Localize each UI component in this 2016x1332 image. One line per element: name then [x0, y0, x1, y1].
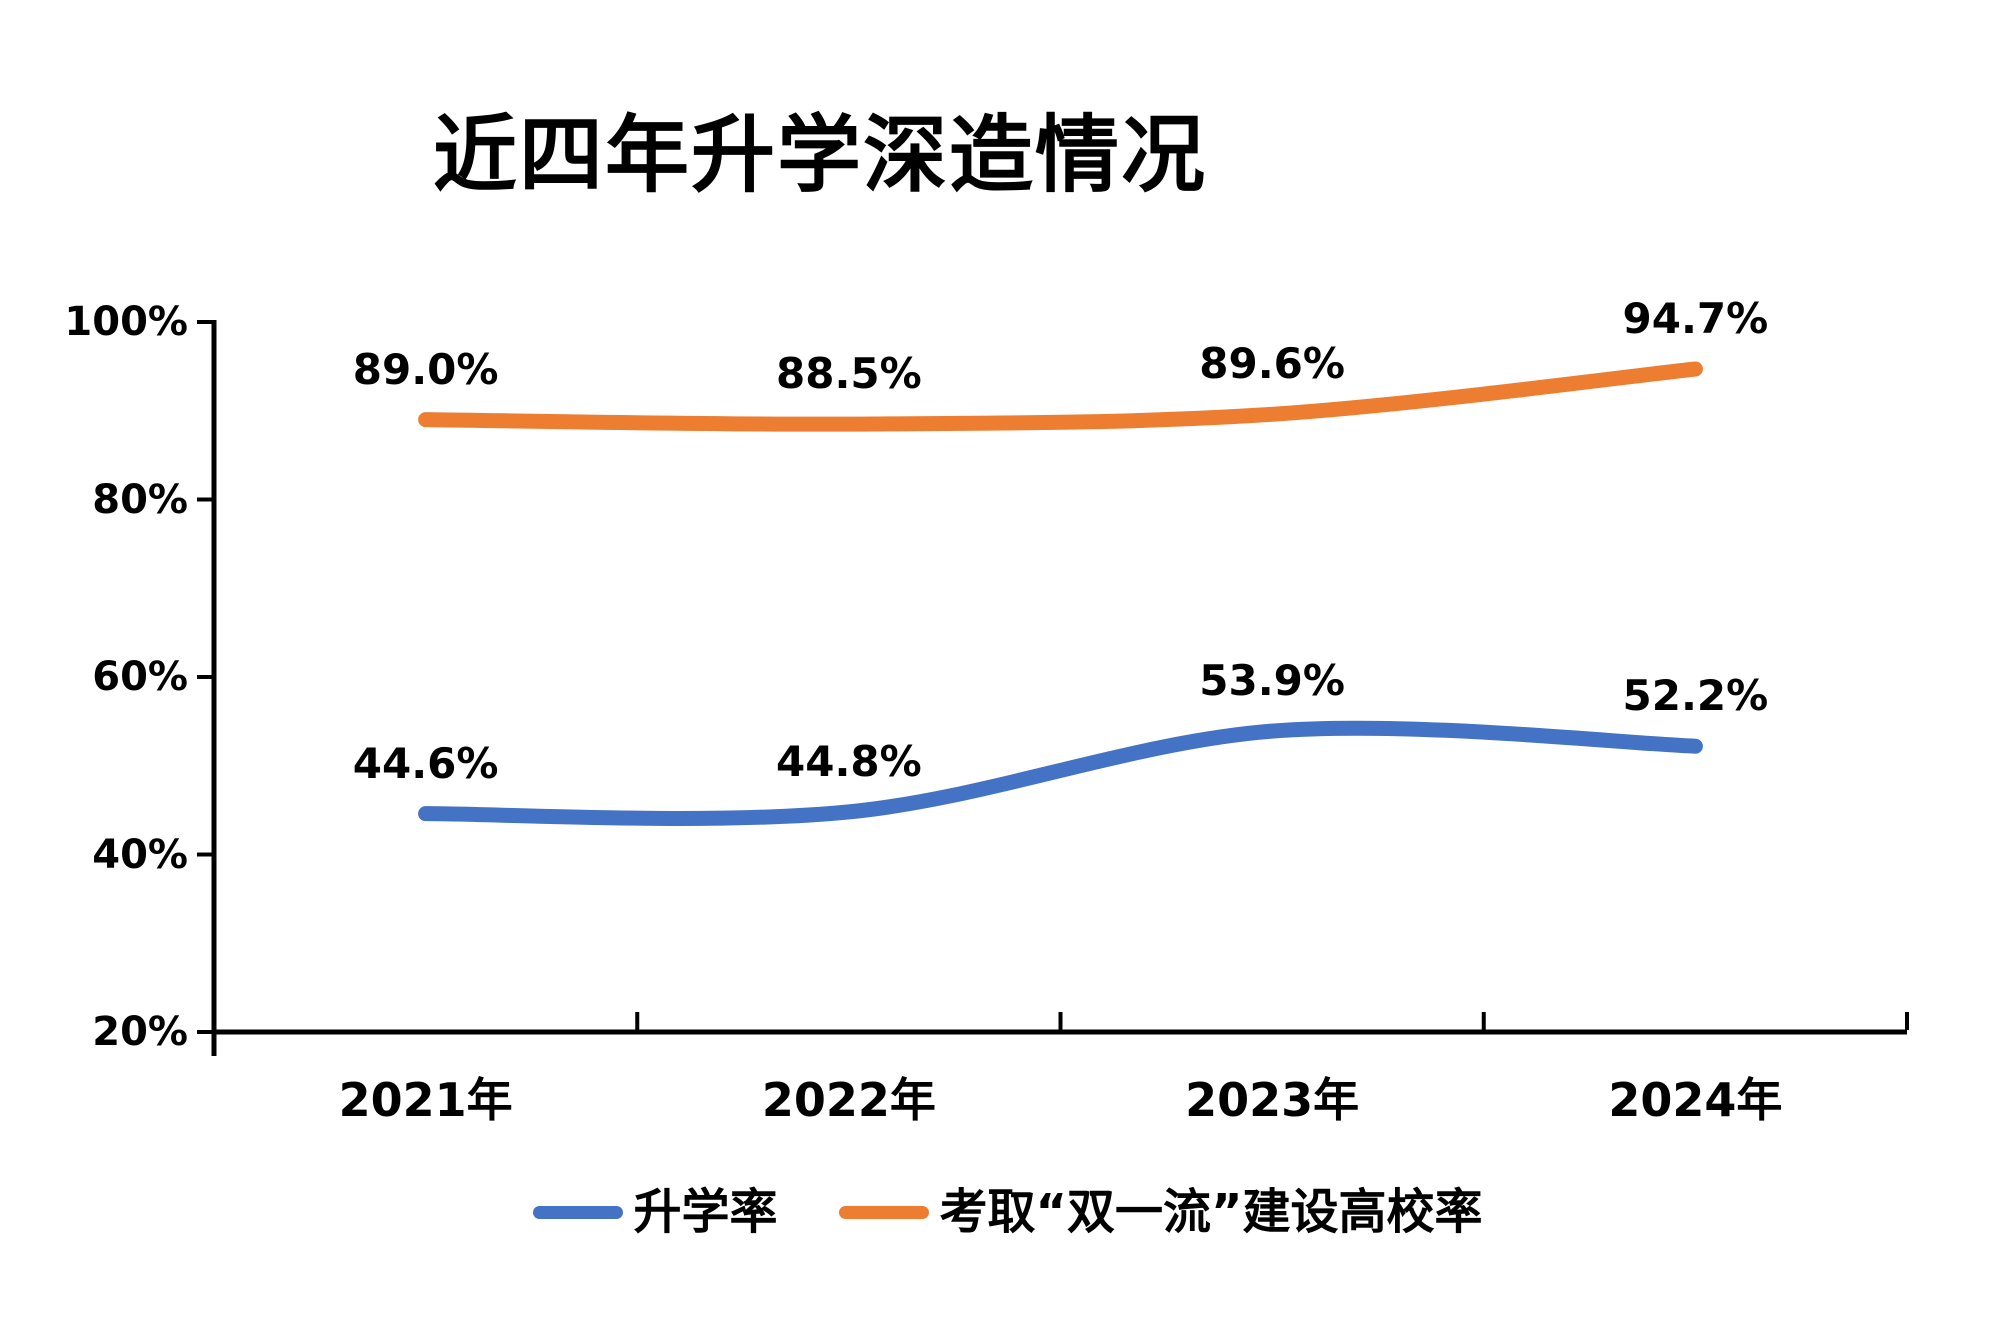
x-axis-label: 2024年: [1608, 1073, 1783, 1127]
y-axis-label: 40%: [92, 831, 188, 878]
data-label: 89.0%: [352, 344, 499, 394]
y-axis-label: 80%: [92, 476, 188, 523]
legend-item-double-first-class-rate: 考取“双一流”建设高校率: [839, 1184, 1483, 1240]
legend-swatch-enrollment-rate: [533, 1205, 624, 1219]
data-label: 89.6%: [1199, 339, 1345, 389]
legend-swatch-double-first-class-rate: [839, 1205, 930, 1219]
series-line-enrollment-rate: [418, 720, 1703, 826]
data-label: 52.2%: [1622, 671, 1769, 721]
y-axis-label: 100%: [64, 299, 188, 345]
data-label: 53.9%: [1199, 656, 1345, 706]
series-line-double-first-class-rate: [418, 361, 1703, 432]
chart-title: 近四年升学深造情况: [432, 106, 1207, 204]
data-label: 94.7%: [1622, 294, 1769, 344]
y-axis-label: 20%: [92, 1009, 188, 1055]
legend: 升学率 考取“双一流”建设高校率: [0, 1186, 2016, 1238]
y-axis-label: 60%: [92, 654, 188, 700]
legend-label-double-first-class-rate: 考取“双一流”建设高校率: [939, 1184, 1483, 1240]
x-axis-label: 2023年: [1185, 1073, 1360, 1127]
data-label: 44.6%: [352, 738, 499, 788]
x-axis-label: 2021年: [338, 1073, 513, 1127]
legend-label-enrollment-rate: 升学率: [633, 1184, 778, 1240]
data-label: 88.5%: [776, 349, 922, 399]
data-label: 44.8%: [776, 736, 922, 786]
x-axis-label: 2022年: [761, 1073, 936, 1127]
legend-item-enrollment-rate: 升学率: [533, 1186, 777, 1238]
